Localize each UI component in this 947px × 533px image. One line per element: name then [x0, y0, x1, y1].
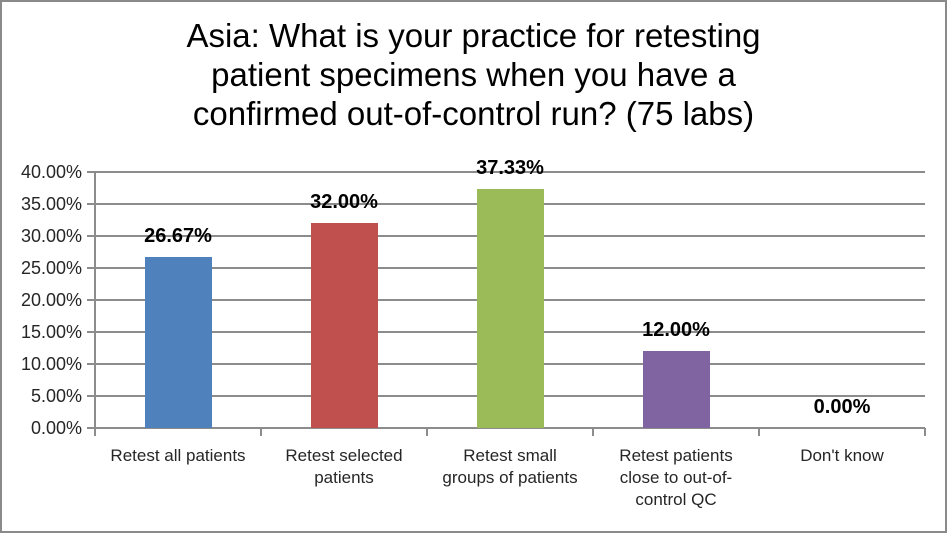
y-axis-tick [87, 331, 95, 333]
bar-2 [310, 223, 378, 428]
gridline [95, 427, 925, 429]
y-axis-tick [87, 235, 95, 237]
data-label-4: 12.00% [642, 319, 710, 342]
data-label-3: 37.33% [476, 157, 544, 180]
x-category-label-4: Retest patients close to out-of- control… [619, 446, 733, 509]
x-axis-tick [260, 428, 262, 436]
x-axis-tick [758, 428, 760, 436]
y-tick-label: 20.00% [20, 290, 82, 310]
data-label-5: 0.00% [813, 396, 871, 418]
y-axis-tick [87, 171, 95, 173]
y-tick-label: 10.00% [20, 354, 82, 374]
y-tick-label: 40.00% [20, 162, 82, 182]
x-axis-tick [592, 428, 594, 436]
gridline [95, 171, 925, 173]
y-axis-line [94, 172, 96, 430]
bar-1 [144, 257, 212, 428]
y-axis-tick [87, 267, 95, 269]
y-tick-label: 35.00% [20, 194, 82, 214]
y-tick-label: 15.00% [20, 322, 82, 342]
y-tick-label: 5.00% [30, 386, 82, 406]
x-category-label-5: Don't know [800, 446, 884, 465]
x-category-label-1: Retest all patients [110, 446, 246, 465]
x-category-label-3: Retest small groups of patients [442, 446, 578, 487]
bar-4 [642, 351, 710, 428]
x-axis-tick [426, 428, 428, 436]
chart-title: Asia: What is your practice for retestin… [186, 17, 761, 132]
x-axis-tick [924, 428, 926, 436]
y-axis-tick [87, 363, 95, 365]
x-category-label-2: Retest selected patients [285, 446, 403, 487]
bar-3 [476, 189, 544, 428]
y-tick-label: 30.00% [20, 226, 82, 246]
y-axis-tick [87, 427, 95, 429]
y-tick-label: 0.00% [30, 418, 82, 438]
y-tick-label: 25.00% [20, 258, 82, 278]
y-axis-tick [87, 299, 95, 301]
y-axis-tick [87, 395, 95, 397]
y-axis-tick [87, 203, 95, 205]
data-label-1: 26.67% [144, 225, 212, 248]
x-axis-tick [94, 428, 96, 436]
data-label-2: 32.00% [310, 191, 378, 214]
